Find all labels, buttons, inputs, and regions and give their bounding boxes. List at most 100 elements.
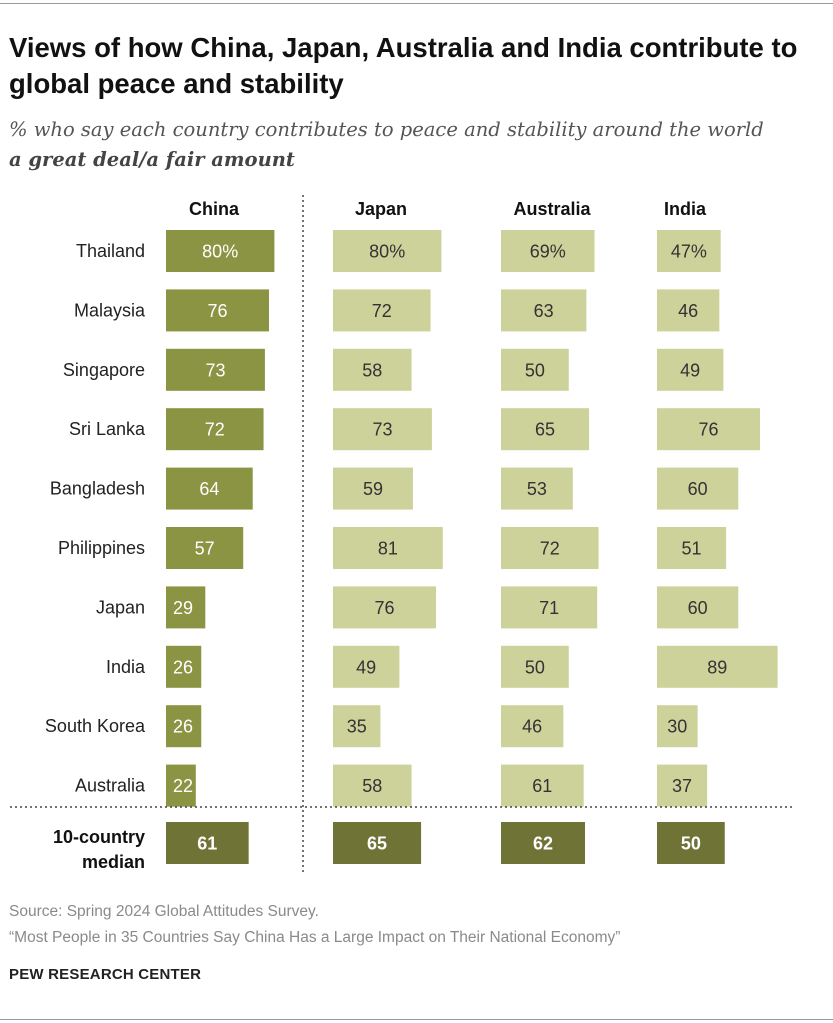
- bar-australia-singapore: [501, 348, 569, 391]
- median-value-japan: 65: [367, 834, 387, 854]
- data-label-india-bangladesh: 60: [688, 479, 708, 499]
- bar-china-bangladesh: [166, 467, 253, 510]
- data-label-japan-bangladesh: 59: [363, 479, 383, 499]
- row-label-malaysia: Malaysia: [74, 300, 146, 320]
- bar-japan-bangladesh: [333, 467, 413, 510]
- data-label-australia-malaysia: 63: [534, 301, 554, 321]
- bar-china-philippines: [166, 527, 244, 569]
- column-header-china: China: [189, 199, 240, 219]
- bar-australia-sri-lanka: [501, 408, 590, 451]
- bar-india-singapore: [657, 348, 724, 391]
- column-header-india: India: [664, 199, 707, 219]
- data-label-australia-singapore: 50: [525, 360, 545, 380]
- row-label-india: India: [106, 657, 146, 677]
- bar-china-thailand: [166, 230, 275, 272]
- bar-japan-thailand: [333, 230, 442, 272]
- bar-japan-australia: [333, 764, 412, 807]
- data-label-australia-australia: 61: [532, 776, 552, 796]
- data-label-australia-sri-lanka: 65: [535, 420, 555, 440]
- data-label-india-india: 89: [707, 657, 727, 677]
- bar-india-malaysia: [657, 289, 720, 332]
- row-label-south-korea: South Korea: [45, 716, 146, 736]
- data-label-australia-japan: 71: [539, 598, 559, 618]
- median-label-line-1: 10-country: [53, 827, 145, 847]
- data-label-india-south-korea: 30: [667, 717, 687, 737]
- data-label-australia-thailand: 69%: [530, 242, 566, 262]
- data-label-china-sri-lanka: 72: [205, 420, 225, 440]
- bar-chart: China Japan Australia India Thailand 80% 80% 69…: [10, 195, 795, 875]
- data-label-japan-singapore: 58: [362, 360, 382, 380]
- report-title-note: “Most People in 35 Countries Say China H…: [9, 929, 621, 946]
- data-label-china-south-korea: 26: [173, 717, 193, 737]
- bar-india-south-korea: [657, 705, 698, 748]
- median-value-india: 50: [681, 834, 701, 854]
- bottom-rule: [0, 1019, 833, 1020]
- data-label-australia-india: 50: [525, 657, 545, 677]
- data-label-australia-philippines: 72: [540, 539, 560, 559]
- data-label-australia-bangladesh: 53: [527, 479, 547, 499]
- median-bar-japan: [333, 822, 422, 864]
- median-label-line-2: median: [82, 852, 145, 872]
- bar-india-sri-lanka: [657, 408, 760, 451]
- bar-japan-singapore: [333, 348, 412, 391]
- data-label-japan-sri-lanka: 73: [372, 420, 392, 440]
- data-label-india-philippines: 51: [682, 539, 702, 559]
- bar-japan-south-korea: [333, 705, 381, 748]
- subtitle-line-1: % who say each country contributes to pe…: [9, 118, 764, 141]
- bar-australia-malaysia: [501, 289, 587, 332]
- bar-japan-india: [333, 645, 400, 688]
- column-header-japan: Japan: [355, 199, 407, 219]
- median-bar-australia: [501, 822, 586, 864]
- data-label-china-thailand: 80%: [202, 242, 238, 262]
- bar-india-australia: [657, 764, 708, 807]
- bar-japan-philippines: [333, 527, 443, 569]
- data-label-australia-south-korea: 46: [522, 717, 542, 737]
- data-label-india-japan: 60: [688, 598, 708, 618]
- bar-japan-sri-lanka: [333, 408, 432, 451]
- data-label-india-singapore: 49: [680, 360, 700, 380]
- bar-japan-malaysia: [333, 289, 431, 332]
- bar-china-malaysia: [166, 289, 269, 332]
- data-label-china-malaysia: 76: [207, 301, 227, 321]
- data-label-china-bangladesh: 64: [199, 479, 219, 499]
- bar-australia-india: [501, 645, 569, 688]
- row-label-australia: Australia: [75, 776, 146, 796]
- median-value-australia: 62: [533, 834, 553, 854]
- bar-india-japan: [657, 586, 739, 629]
- row-label-sri-lanka: Sri Lanka: [69, 419, 146, 439]
- bar-china-south-korea: [166, 705, 202, 748]
- bar-australia-japan: [501, 586, 598, 629]
- data-label-india-australia: 37: [672, 776, 692, 796]
- bar-china-singapore: [166, 348, 265, 391]
- bar-australia-philippines: [501, 527, 599, 569]
- bar-australia-australia: [501, 764, 584, 807]
- row-label-singapore: Singapore: [63, 360, 145, 380]
- chart-subtitle: % who say each country contributes to pe…: [9, 115, 829, 175]
- data-label-china-india: 26: [173, 657, 193, 677]
- data-label-china-australia: 22: [173, 776, 193, 796]
- row-label-philippines: Philippines: [58, 538, 145, 558]
- bar-australia-south-korea: [501, 705, 564, 748]
- data-label-japan-malaysia: 72: [372, 301, 392, 321]
- subtitle-line-2: a great deal/a fair amount: [9, 148, 295, 171]
- bar-australia-bangladesh: [501, 467, 573, 510]
- data-label-japan-thailand: 80%: [369, 242, 405, 262]
- bar-china-australia: [166, 764, 196, 807]
- row-label-thailand: Thailand: [76, 241, 145, 261]
- median-bar-china: [166, 822, 249, 864]
- pew-research-center-logo-text: PEW RESEARCH CENTER: [9, 966, 202, 983]
- data-label-japan-australia: 58: [362, 776, 382, 796]
- row-label-japan: Japan: [96, 597, 145, 617]
- top-rule: [0, 3, 833, 4]
- bar-india-philippines: [657, 527, 727, 569]
- bar-japan-japan: [333, 586, 436, 629]
- data-label-india-sri-lanka: 76: [698, 420, 718, 440]
- data-label-china-japan: 29: [173, 598, 193, 618]
- bar-india-india: [657, 645, 778, 688]
- data-label-china-philippines: 57: [195, 539, 215, 559]
- median-value-china: 61: [197, 834, 217, 854]
- source-note: Source: Spring 2024 Global Attitudes Sur…: [9, 903, 319, 920]
- bar-china-japan: [166, 586, 206, 629]
- data-label-japan-philippines: 81: [378, 539, 398, 559]
- data-label-japan-india: 49: [356, 657, 376, 677]
